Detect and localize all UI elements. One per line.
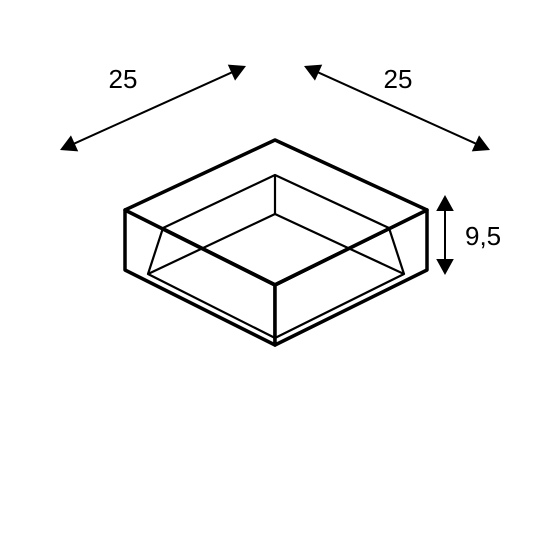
depth-label: 25 [384, 64, 413, 94]
width-label: 25 [109, 64, 138, 94]
dimension-diagram: 25 25 9,5 [0, 0, 540, 540]
box-shape [125, 140, 427, 345]
height-label: 9,5 [465, 221, 501, 251]
